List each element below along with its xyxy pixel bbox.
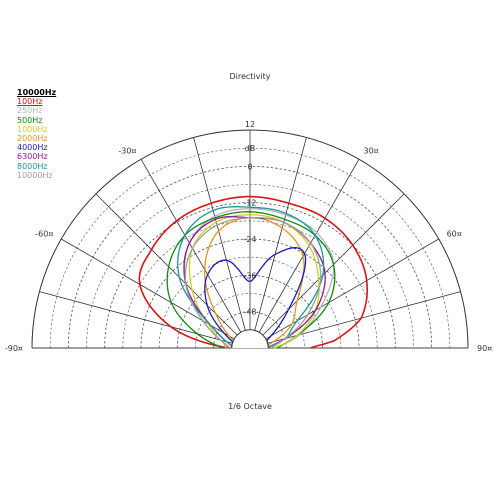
center-cap-top xyxy=(231,329,269,349)
legend-item[interactable]: 6300Hz xyxy=(17,152,48,162)
legend-item[interactable]: 2000Hz xyxy=(17,134,48,144)
legend-item[interactable]: 250Hz xyxy=(17,106,43,116)
grid-ring xyxy=(195,293,305,349)
axis-labels: 12 0 -12 -24 -36 -48 dB -90¤ -60¤ -30¤ 30¤ 60¤ 90¤ xyxy=(5,120,492,353)
legend-item[interactable]: 100Hz xyxy=(17,97,43,107)
grid-spoke xyxy=(193,137,246,331)
legend-item[interactable]: 10000Hz xyxy=(17,170,53,180)
legend-item[interactable]: 500Hz xyxy=(17,115,43,125)
grid-ring xyxy=(158,257,342,349)
radial-tick-label: -36 xyxy=(243,271,256,280)
curve-10000Hz xyxy=(184,216,322,349)
radial-tick-label: -12 xyxy=(243,199,256,208)
grid-spoke xyxy=(95,193,238,336)
grid-spoke xyxy=(39,291,233,344)
radial-unit-label: dB xyxy=(245,144,256,153)
angle-label: 90¤ xyxy=(477,344,492,353)
curve-8000Hz xyxy=(177,206,325,348)
radial-tick-label: 12 xyxy=(245,120,255,129)
angle-label: -30¤ xyxy=(118,146,136,155)
angle-label: 60¤ xyxy=(447,230,462,239)
legend-item[interactable]: 4000Hz xyxy=(17,143,48,153)
angle-label: -60¤ xyxy=(35,230,53,239)
angle-label: -90¤ xyxy=(5,344,23,353)
radial-tick-label: -48 xyxy=(243,308,256,317)
grid-ring xyxy=(104,202,396,349)
bottom-label: 1/6 Octave xyxy=(228,402,272,411)
curves xyxy=(138,195,368,349)
grid-spoke xyxy=(61,238,235,340)
legend-header: 10000Hz xyxy=(17,88,57,97)
curve-100Hz xyxy=(138,195,368,349)
grid-ring xyxy=(49,147,451,349)
grid-spoke xyxy=(265,238,439,340)
grid-spoke xyxy=(140,159,242,333)
angle-label: 30¤ xyxy=(364,146,379,155)
curve-500Hz xyxy=(166,211,336,349)
radial-tick-label: -24 xyxy=(243,235,256,244)
grid-spoke xyxy=(254,137,307,331)
legend-item[interactable]: 8000Hz xyxy=(17,161,48,171)
chart-title: Directivity xyxy=(229,72,270,81)
legend-item[interactable]: 1000Hz xyxy=(17,124,48,134)
legend: 10000Hz 100Hz 250Hz 500Hz 1000Hz 2000Hz 4000H… xyxy=(17,88,56,180)
curve-4000Hz xyxy=(204,247,307,348)
radial-tick-label: 0 xyxy=(247,162,252,171)
